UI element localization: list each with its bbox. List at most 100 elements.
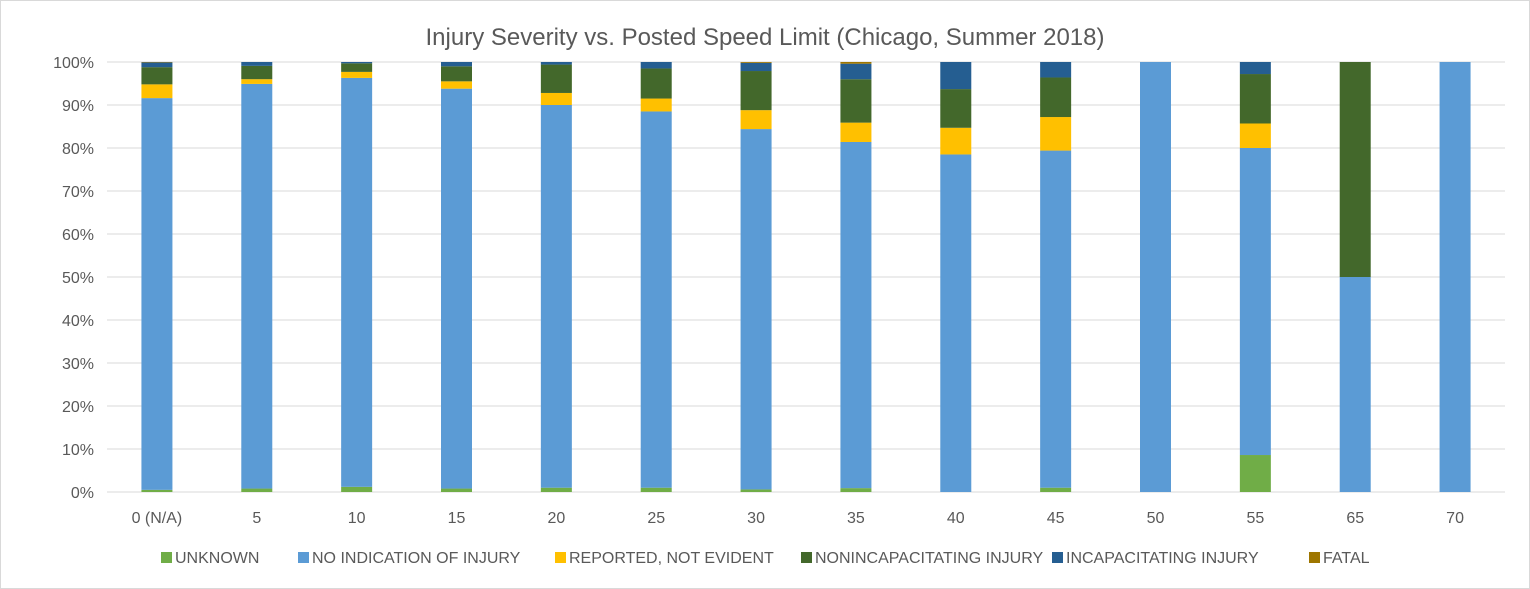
bar-segment	[341, 62, 373, 64]
bar-segment	[540, 62, 572, 65]
bar-segment	[540, 92, 572, 105]
legend-label: INCAPACITATING INJURY	[1066, 550, 1259, 567]
legend-swatch	[1309, 552, 1320, 563]
bar-segment	[441, 88, 472, 489]
legend-swatch	[801, 552, 812, 563]
bar-segment	[540, 487, 572, 492]
y-tick-label: 40%	[62, 313, 94, 330]
bars	[141, 62, 1471, 492]
x-tick-label: 25	[647, 510, 665, 527]
y-tick-label: 100%	[53, 55, 94, 72]
legend-label: REPORTED, NOT EVIDENT	[569, 550, 774, 567]
y-axis-tick-labels: 0% 10% 20% 30% 40% 50% 60% 70% 80% 90% 100%	[53, 55, 94, 502]
legend-label: NONINCAPACITATING INJURY	[815, 550, 1043, 567]
x-tick-label: 65	[1346, 510, 1364, 527]
y-tick-label: 30%	[62, 356, 94, 373]
bar-segment	[1040, 487, 1072, 492]
bar-segment	[940, 154, 972, 492]
y-tick-label: 0%	[71, 485, 94, 502]
bar-segment	[740, 129, 772, 490]
bar-segment	[141, 84, 173, 99]
bar-segment	[840, 62, 872, 64]
bar-segment	[1040, 117, 1072, 151]
bar-segment	[1439, 62, 1471, 492]
bar-segment	[640, 111, 672, 488]
x-tick-label: 40	[947, 510, 965, 527]
bar-segment	[840, 488, 872, 492]
legend-label: UNKNOWN	[175, 550, 259, 567]
bar-segment	[740, 62, 772, 72]
bar-segment	[1239, 148, 1271, 456]
bar-segment	[740, 62, 772, 63]
y-tick-label: 50%	[62, 270, 94, 287]
bar-segment	[241, 83, 273, 489]
y-tick-label: 90%	[62, 98, 94, 115]
bar-segment	[1239, 123, 1271, 148]
y-tick-label: 20%	[62, 399, 94, 416]
y-tick-label: 80%	[62, 141, 94, 158]
bar-segment	[441, 488, 472, 492]
bar-segment	[141, 62, 173, 68]
x-tick-label: 15	[448, 510, 466, 527]
bar-segment	[341, 77, 373, 487]
bar-segment	[840, 79, 872, 123]
x-tick-label: 70	[1446, 510, 1464, 527]
bar-segment	[141, 489, 173, 492]
bar-segment	[441, 62, 472, 67]
legend-label: FATAL	[1323, 550, 1370, 567]
bar-segment	[241, 488, 273, 492]
bar-segment	[740, 489, 772, 492]
bar-segment	[840, 141, 872, 489]
bar-segment	[241, 79, 273, 84]
bar-segment	[1040, 150, 1072, 488]
chart-title: Injury Severity vs. Posted Speed Limit (…	[426, 24, 1105, 51]
x-tick-label: 45	[1047, 510, 1065, 527]
bar-segment	[1239, 74, 1271, 124]
bar-segment	[1040, 62, 1072, 78]
x-tick-label: 30	[747, 510, 765, 527]
bar-segment	[141, 98, 173, 490]
legend-swatch	[1052, 552, 1063, 563]
bar-segment	[341, 486, 373, 492]
gridlines	[107, 61, 1505, 493]
bar-segment	[341, 63, 373, 72]
bar-segment	[940, 62, 972, 90]
x-axis-tick-labels: 0 (N/A) 5 10 15 20 25 30 35 40 45 50 55 65 70	[132, 510, 1464, 527]
bar-segment	[1339, 62, 1371, 277]
bar-segment	[1040, 77, 1072, 118]
bar-segment	[940, 89, 972, 128]
x-tick-label: 55	[1246, 510, 1264, 527]
y-tick-label: 70%	[62, 184, 94, 201]
bar-segment	[241, 62, 273, 66]
bar-segment	[640, 68, 672, 99]
bar-segment	[1239, 62, 1271, 75]
bar-segment	[740, 110, 772, 130]
bar-segment	[1239, 455, 1271, 492]
y-tick-label: 60%	[62, 227, 94, 244]
x-tick-label: 35	[847, 510, 865, 527]
y-tick-label: 10%	[62, 442, 94, 459]
bar-segment	[441, 81, 472, 89]
bar-segment	[141, 67, 173, 85]
x-tick-label: 5	[252, 510, 261, 527]
bar-segment	[540, 105, 572, 488]
bar-segment	[640, 487, 672, 492]
legend: UNKNOWN NO INDICATION OF INJURY REPORTED, …	[161, 550, 1370, 567]
x-tick-label: 20	[547, 510, 565, 527]
bar-segment	[640, 98, 672, 112]
legend-swatch	[161, 552, 172, 563]
legend-label: NO INDICATION OF INJURY	[312, 550, 521, 567]
x-tick-label: 50	[1147, 510, 1165, 527]
bar-segment	[441, 66, 472, 82]
bar-segment	[341, 71, 373, 78]
bar-segment	[540, 64, 572, 93]
x-tick-label: 0 (N/A)	[132, 510, 183, 527]
x-tick-label: 10	[348, 510, 366, 527]
bar-segment	[1339, 277, 1371, 492]
bar-segment	[740, 71, 772, 111]
bar-segment	[640, 62, 672, 69]
bar-segment	[940, 127, 972, 155]
bar-segment	[840, 122, 872, 142]
bar-segment	[840, 63, 872, 80]
